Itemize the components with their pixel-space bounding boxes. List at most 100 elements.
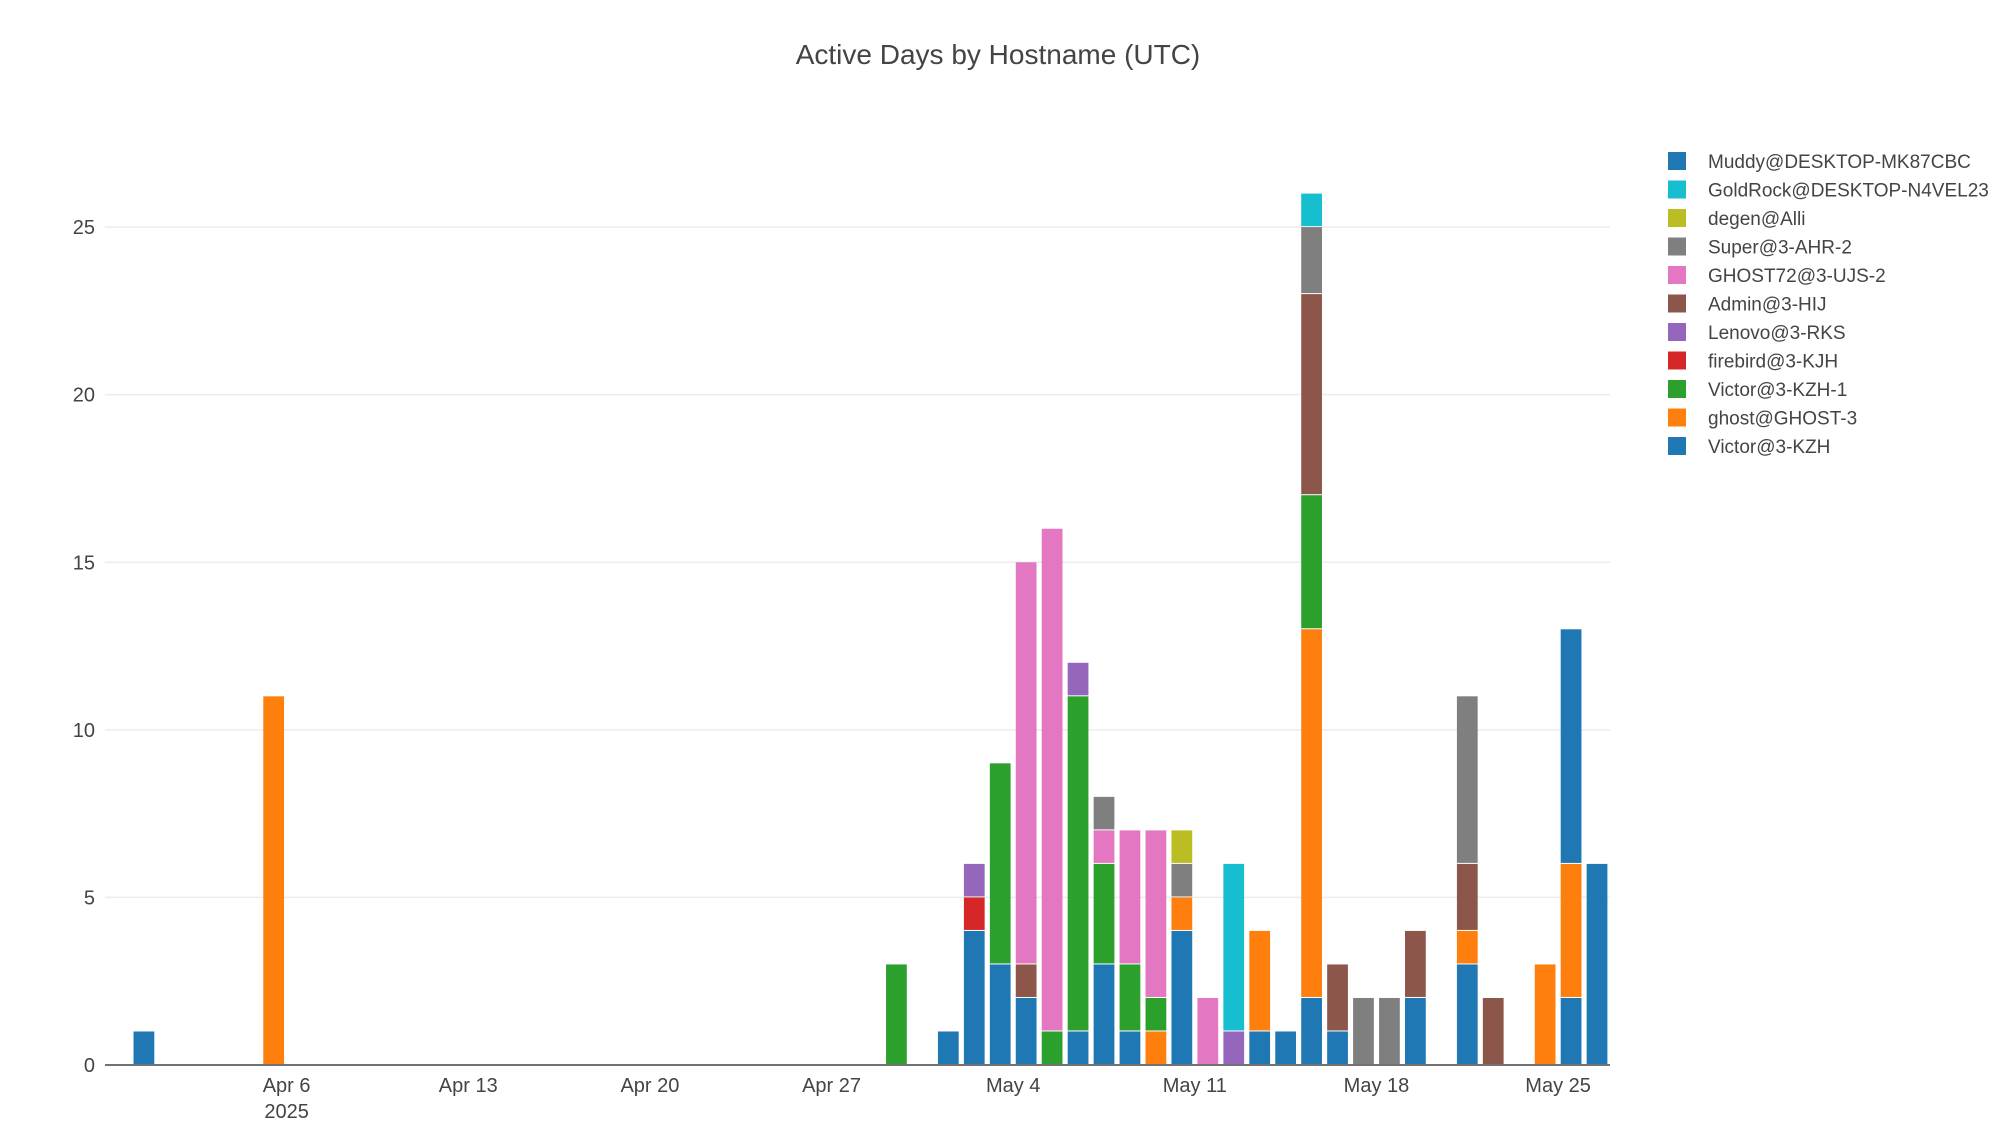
bar-segment[interactable] [1067,1031,1089,1064]
legend-item[interactable]: firebird@3-KJH [1668,351,1838,373]
bar-segment[interactable] [963,930,985,1064]
x-tick-label: Apr 27 [802,1075,861,1097]
bar-segment[interactable] [1015,964,1037,997]
x-tick-label: May 25 [1525,1075,1591,1097]
legend-swatch [1668,408,1686,427]
bar-segment[interactable] [1456,930,1478,964]
legend-swatch [1668,437,1686,455]
legend-item[interactable]: Lenovo@3-RKS [1668,323,1846,344]
bar-segment[interactable] [1456,863,1478,930]
bar-segment[interactable] [1197,997,1219,1064]
y-tick-label: 25 [73,217,95,239]
bar-segment[interactable] [1093,863,1115,964]
bar-segment[interactable] [1171,897,1193,930]
bar-segment[interactable] [1301,629,1322,997]
bar-segment[interactable] [1145,997,1167,1031]
bar-segment[interactable] [1067,696,1089,1031]
legend-item[interactable]: Super@3-AHR-2 [1668,237,1852,259]
bar-segment[interactable] [1405,930,1426,997]
bar-segment[interactable] [1482,997,1504,1064]
bar-segment[interactable] [1379,997,1400,1064]
bar-segment[interactable] [963,863,985,897]
legend-item[interactable]: Victor@3-KZH [1668,437,1830,458]
bar-segment[interactable] [1041,528,1063,1031]
bar-segment[interactable] [1560,997,1582,1064]
bar-segment[interactable] [1223,1031,1245,1064]
bar-segment[interactable] [1093,830,1115,863]
bar-segment[interactable] [1560,629,1582,863]
x-tick-label: May 4 [986,1075,1040,1097]
legend-label: Victor@3-KZH-1 [1708,380,1847,401]
y-tick-label: 15 [73,552,95,574]
bar-segment[interactable] [1171,863,1193,897]
legend-swatch [1668,266,1686,284]
x-tick-label: Apr 6 [263,1075,311,1097]
bar-segment[interactable] [1015,997,1037,1064]
bar-segment[interactable] [886,964,907,1064]
legend-item[interactable]: GoldRock@DESKTOP-N4VEL23 [1668,180,1989,202]
legend-swatch [1668,294,1686,313]
bar-segment[interactable] [1145,830,1167,997]
bar-segment[interactable] [989,964,1011,1064]
legend-label: GHOST72@3-UJS-2 [1708,266,1886,287]
legend-swatch [1668,323,1686,341]
legend-item[interactable]: GHOST72@3-UJS-2 [1668,266,1886,287]
bar-segment[interactable] [1041,1031,1063,1064]
bar-segment[interactable] [1353,997,1374,1064]
bar-segment[interactable] [1301,193,1322,227]
bar-segment[interactable] [1327,1031,1348,1064]
y-tick-label: 10 [73,720,95,742]
bar-segment[interactable] [1301,227,1322,294]
bar-segment[interactable] [1249,930,1271,1031]
bar-segment[interactable] [1586,863,1608,1064]
legend-item[interactable]: ghost@GHOST-3 [1668,408,1857,430]
bar-segment[interactable] [1067,662,1089,696]
x-tick-label: May 18 [1344,1075,1410,1097]
bar-segment[interactable] [1171,930,1193,1064]
bar-segment[interactable] [937,1031,959,1064]
bar-segment[interactable] [1119,1031,1141,1064]
bar-segment[interactable] [1093,796,1115,830]
bar-segment[interactable] [1223,863,1245,1031]
x-tick-label: Apr 20 [620,1075,679,1097]
legend-label: ghost@GHOST-3 [1708,409,1857,430]
bar-segment[interactable] [1015,562,1037,964]
y-tick-label: 0 [84,1055,95,1077]
bar-segment[interactable] [1301,294,1322,495]
legend-item[interactable]: Muddy@DESKTOP-MK87CBC [1668,152,1971,173]
legend-label: GoldRock@DESKTOP-N4VEL23 [1708,181,1989,202]
bar-segment[interactable] [1456,964,1478,1064]
bars[interactable] [133,193,1608,1064]
bar-segment[interactable] [1119,830,1141,964]
legend-swatch [1668,237,1686,256]
x-tick-sublabel: 2025 [264,1101,309,1123]
bar-segment[interactable] [1405,997,1426,1064]
bar-segment[interactable] [1145,1031,1167,1064]
bar-segment[interactable] [989,763,1011,964]
legend-item[interactable]: degen@Alli [1668,209,1805,230]
bar-segment[interactable] [1301,495,1322,629]
bar-segment[interactable] [1249,1031,1271,1064]
bar-segment[interactable] [263,696,285,1064]
bar-segment[interactable] [1534,964,1556,1064]
bar-segment[interactable] [1456,696,1478,863]
bar-segment[interactable] [1327,964,1348,1031]
legend-swatch [1668,180,1686,199]
legend-label: Muddy@DESKTOP-MK87CBC [1708,152,1971,173]
bar-segment[interactable] [133,1031,155,1064]
bar-segment[interactable] [1275,1031,1297,1064]
legend-item[interactable]: Admin@3-HIJ [1668,294,1827,316]
legend-item[interactable]: Victor@3-KZH-1 [1668,380,1847,401]
legend-label: Super@3-AHR-2 [1708,238,1852,259]
bar-segment[interactable] [1301,997,1322,1064]
legend-label: Victor@3-KZH [1708,437,1830,458]
bar-segment[interactable] [1119,964,1141,1031]
bar-segment[interactable] [1093,964,1115,1064]
bar-segment[interactable] [1171,830,1193,863]
bar-segment[interactable] [1560,863,1582,997]
legend-swatch [1668,380,1686,398]
legend[interactable]: Muddy@DESKTOP-MK87CBC GoldRock@DESKTOP-N4… [1668,152,1989,458]
bar-segment[interactable] [963,897,985,930]
